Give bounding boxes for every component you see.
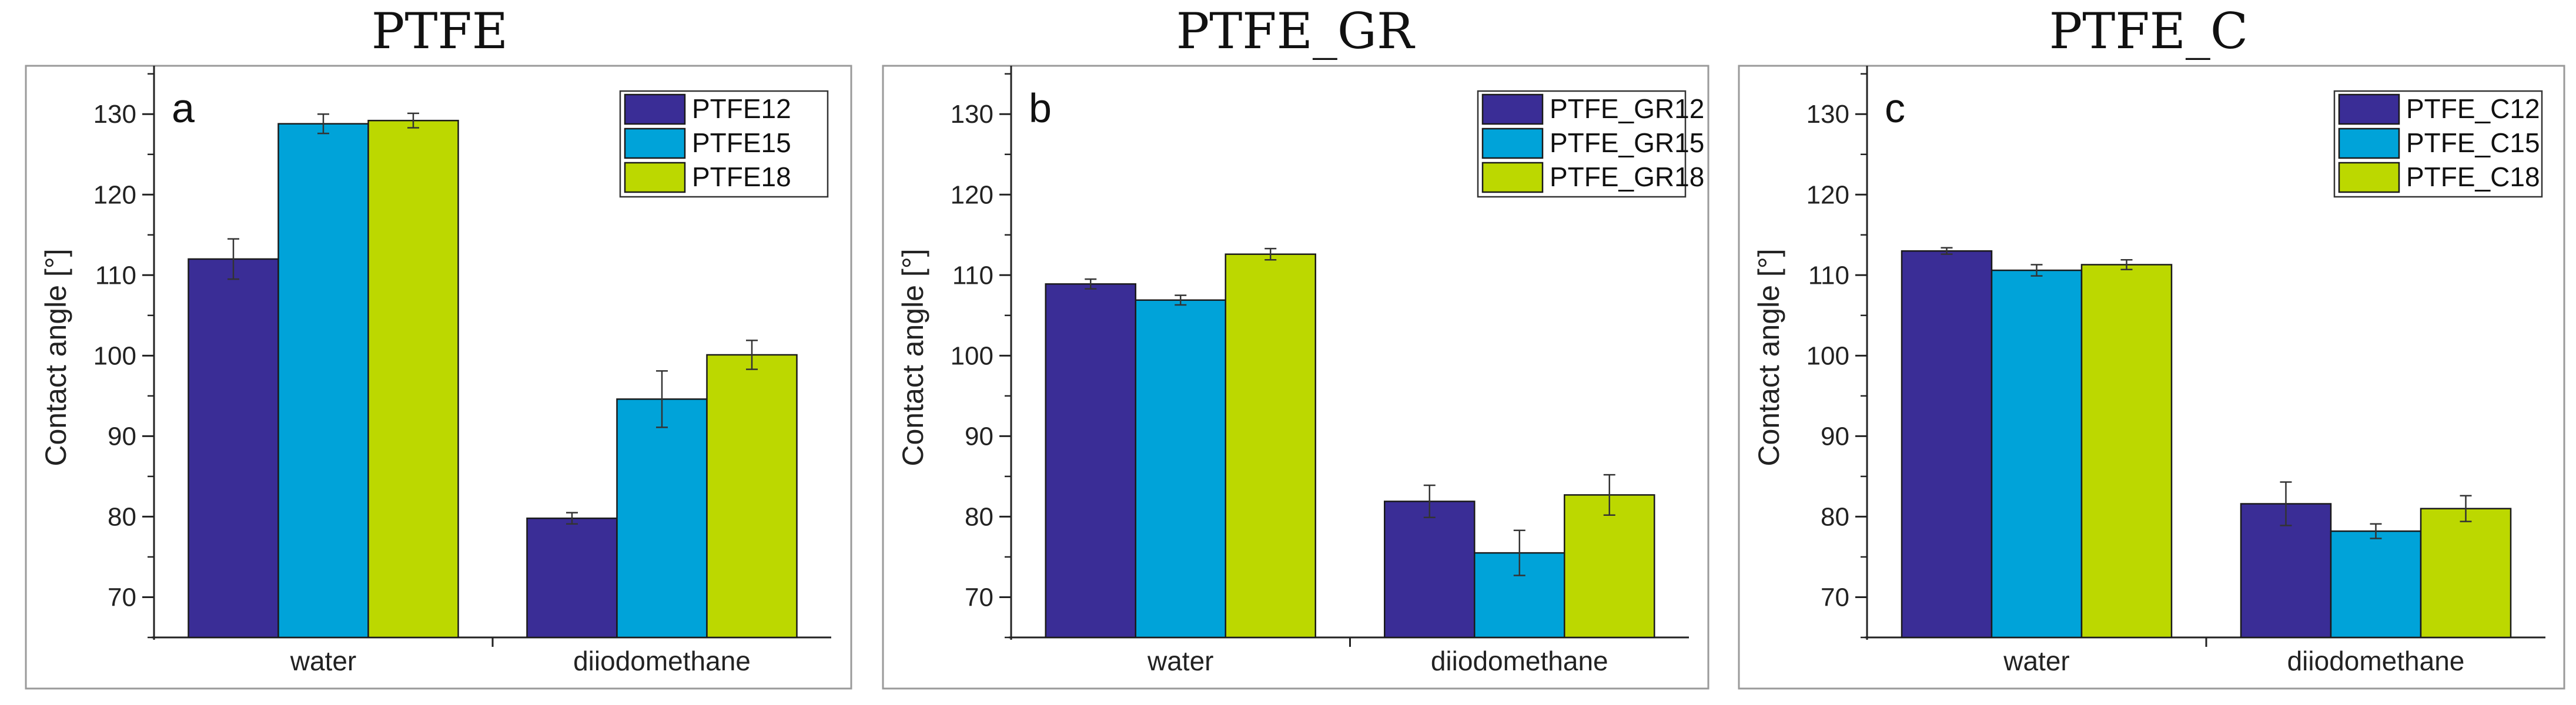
panel-frame <box>1738 65 2565 690</box>
legend-label-PTFE_C18: PTFE_C18 <box>2406 162 2540 192</box>
y-tick-label: 110 <box>95 261 136 290</box>
y-tick-label: 130 <box>1806 100 1849 129</box>
y-tick-label: 90 <box>108 422 136 451</box>
bar-PTFE12-diiodomethane <box>526 517 618 639</box>
chart-panel-b: PTFE_GR 70 80 90 100 110 120 130 Contact angle [… <box>882 2 1709 690</box>
x-category-label: water <box>1147 646 1213 676</box>
bar-PTFE_GR15-water <box>1135 299 1226 639</box>
y-tick-label: 120 <box>951 180 993 209</box>
bar-PTFE_GR12-diiodomethane <box>1384 501 1476 639</box>
x-category-label: diiodomethane <box>2287 646 2465 676</box>
bar-PTFE15-diiodomethane <box>616 398 708 639</box>
y-tick-label: 70 <box>1821 583 1849 612</box>
legend-label-PTFE_C12: PTFE_C12 <box>2406 93 2540 124</box>
bar-PTFE_GR12-water <box>1045 283 1136 639</box>
y-tick-label: 130 <box>951 100 993 129</box>
legend-label-PTFE12: PTFE12 <box>692 93 791 124</box>
legend-label-PTFE_GR18: PTFE_GR18 <box>1550 162 1704 192</box>
bar-PTFE_C18-diiodomethane <box>2420 508 2512 639</box>
legend-label-PTFE_GR12: PTFE_GR12 <box>1550 93 1704 124</box>
bar-PTFE_C15-water <box>1990 269 2083 639</box>
y-axis-label: Contact angle [°] <box>1752 249 1785 466</box>
bar-PTFE_C12-water <box>1901 250 1993 639</box>
y-tick-label: 90 <box>1821 422 1849 451</box>
legend-label-PTFE_GR15: PTFE_GR15 <box>1550 127 1704 158</box>
x-category-label: water <box>290 646 356 676</box>
legend-swatch-PTFE_C12 <box>2338 93 2400 125</box>
y-tick-label: 100 <box>93 341 136 370</box>
legend-swatch-PTFE_C15 <box>2338 127 2400 159</box>
y-tick-label: 100 <box>951 341 993 370</box>
x-category-label: diiodomethane <box>1431 646 1608 676</box>
bar-PTFE_C18-water <box>2080 264 2173 639</box>
y-tick-label: 80 <box>965 502 993 531</box>
legend-swatch-PTFE15 <box>624 127 686 159</box>
panel-letter: b <box>1029 85 1052 131</box>
legend-label-PTFE18: PTFE18 <box>692 162 791 192</box>
y-axis-label: Contact angle [°] <box>896 249 929 466</box>
legend-swatch-PTFE_GR15 <box>1481 127 1544 159</box>
panel-frame <box>882 65 1709 690</box>
x-category-label: diiodomethane <box>573 646 751 676</box>
bar-PTFE18-water <box>367 119 459 639</box>
legend-label-PTFE_C15: PTFE_C15 <box>2406 127 2540 158</box>
bar-PTFE12-water <box>188 258 279 639</box>
panel-letter: c <box>1885 85 1905 131</box>
y-tick-label: 100 <box>1806 341 1849 370</box>
chart-panel-c: PTFE_C 70 80 90 100 110 120 130 Contact angle [°… <box>1738 2 2565 690</box>
legend-swatch-PTFE12 <box>624 93 686 125</box>
y-tick-label: 110 <box>952 261 993 290</box>
panel-frame <box>25 65 852 690</box>
legend-swatch-PTFE_GR18 <box>1481 162 1544 193</box>
legend-swatch-PTFE_GR12 <box>1481 93 1544 125</box>
y-tick-label: 130 <box>93 100 136 129</box>
legend-swatch-PTFE_C18 <box>2338 162 2400 193</box>
bar-PTFE_GR18-diiodomethane <box>1564 494 1655 639</box>
y-tick-label: 120 <box>93 180 136 209</box>
y-tick-label: 70 <box>965 583 993 612</box>
x-category-label: water <box>2003 646 2069 676</box>
bar-PTFE15-water <box>277 123 369 639</box>
legend-swatch-PTFE18 <box>624 162 686 193</box>
bar-PTFE18-diiodomethane <box>706 354 798 639</box>
panel-letter: a <box>172 85 195 131</box>
legend-label-PTFE15: PTFE15 <box>692 127 791 158</box>
bar-PTFE_GR18-water <box>1225 253 1316 639</box>
y-axis-label: Contact angle [°] <box>39 249 72 466</box>
y-tick-label: 110 <box>1808 261 1849 290</box>
panel-title: PTFE_GR <box>1176 2 1416 60</box>
panel-title: PTFE <box>372 2 508 60</box>
y-tick-label: 80 <box>108 502 136 531</box>
panel-title: PTFE_C <box>2049 2 2248 60</box>
y-tick-label: 90 <box>965 422 993 451</box>
y-tick-label: 80 <box>1821 502 1849 531</box>
bar-PTFE_C15-diiodomethane <box>2330 530 2422 639</box>
y-tick-label: 120 <box>1806 180 1849 209</box>
y-tick-label: 70 <box>108 583 136 612</box>
chart-panel-a: PTFE 70 80 90 100 110 120 130 Contact angle [°] w… <box>25 2 852 690</box>
